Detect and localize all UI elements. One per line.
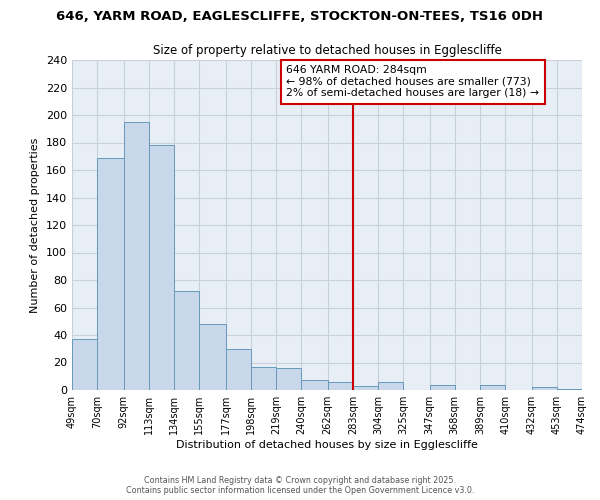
Bar [251, 366, 276, 390]
Bar [353, 386, 378, 390]
Bar [480, 384, 505, 390]
Bar [532, 387, 557, 390]
Bar [226, 349, 251, 390]
Bar [174, 291, 199, 390]
Bar [276, 368, 301, 390]
Bar [301, 380, 328, 390]
X-axis label: Distribution of detached houses by size in Egglescliffe: Distribution of detached houses by size … [176, 440, 478, 450]
Bar [149, 145, 174, 390]
Bar [378, 382, 403, 390]
Text: Contains HM Land Registry data © Crown copyright and database right 2025.
Contai: Contains HM Land Registry data © Crown c… [126, 476, 474, 495]
Bar [199, 324, 226, 390]
Title: Size of property relative to detached houses in Egglescliffe: Size of property relative to detached ho… [152, 44, 502, 58]
Bar [430, 384, 455, 390]
Text: 646 YARM ROAD: 284sqm
← 98% of detached houses are smaller (773)
2% of semi-deta: 646 YARM ROAD: 284sqm ← 98% of detached … [286, 65, 539, 98]
Bar [124, 122, 149, 390]
Bar [72, 339, 97, 390]
Bar [557, 388, 582, 390]
Text: 646, YARM ROAD, EAGLESCLIFFE, STOCKTON-ON-TEES, TS16 0DH: 646, YARM ROAD, EAGLESCLIFFE, STOCKTON-O… [56, 10, 544, 23]
Y-axis label: Number of detached properties: Number of detached properties [31, 138, 40, 312]
Bar [328, 382, 353, 390]
Bar [97, 158, 124, 390]
